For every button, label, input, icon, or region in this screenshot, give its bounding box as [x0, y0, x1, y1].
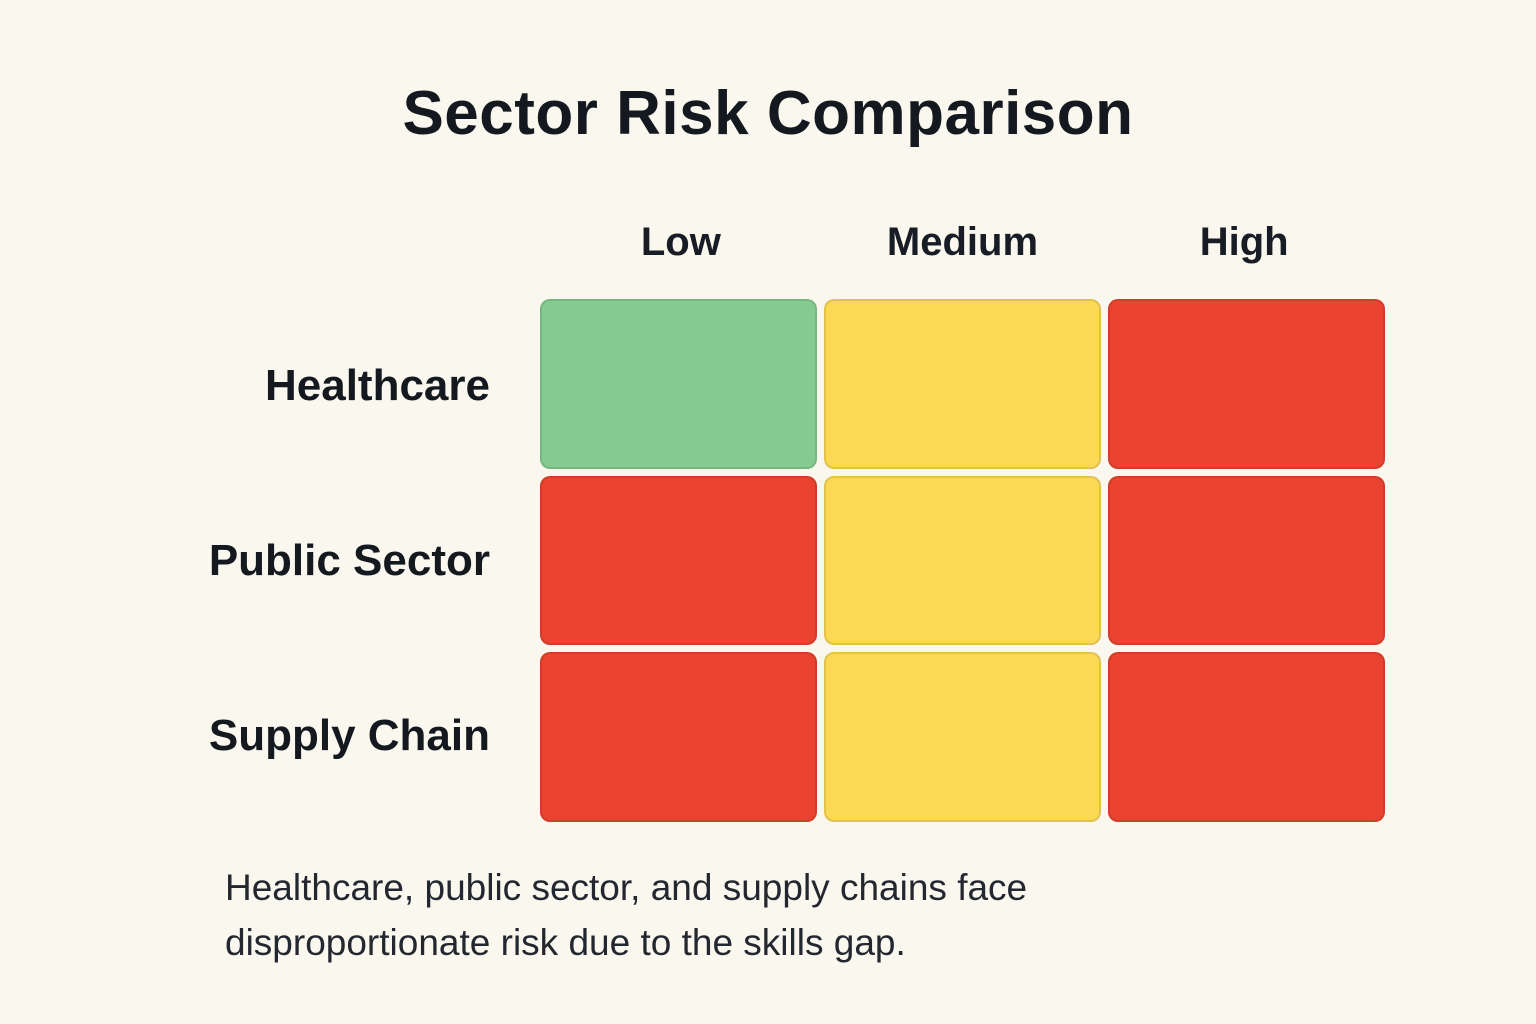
cell-public-sector-medium: [824, 475, 1101, 646]
risk-matrix: [540, 299, 1385, 822]
chart-title: Sector Risk Comparison: [402, 79, 1134, 148]
row-label-public-sector: Public Sector: [208, 536, 490, 585]
cell-healthcare-low: [540, 299, 817, 469]
cell-supply-chain-high: [1108, 652, 1385, 822]
column-headers: Low Medium High: [540, 220, 1385, 265]
row-label-supply-chain: Supply Chain: [208, 711, 490, 760]
cell-supply-chain-low: [540, 652, 817, 822]
caption-line-1: Healthcare, public sector, and supply ch…: [225, 867, 1028, 908]
caption: Healthcare, public sector, and supply ch…: [225, 860, 1225, 970]
row-label-healthcare: Healthcare: [264, 361, 490, 410]
cell-healthcare-medium: [824, 299, 1101, 469]
column-header-medium: Medium: [886, 220, 1039, 264]
cell-supply-chain-medium: [824, 652, 1101, 822]
cell-public-sector-high: [1108, 475, 1385, 646]
cell-healthcare-high: [1108, 299, 1385, 469]
column-header-low: Low: [640, 220, 721, 264]
cell-public-sector-low: [540, 475, 817, 646]
column-header-high: High: [1199, 220, 1289, 264]
caption-line-2: disproportionate risk due to the skills …: [225, 922, 906, 963]
